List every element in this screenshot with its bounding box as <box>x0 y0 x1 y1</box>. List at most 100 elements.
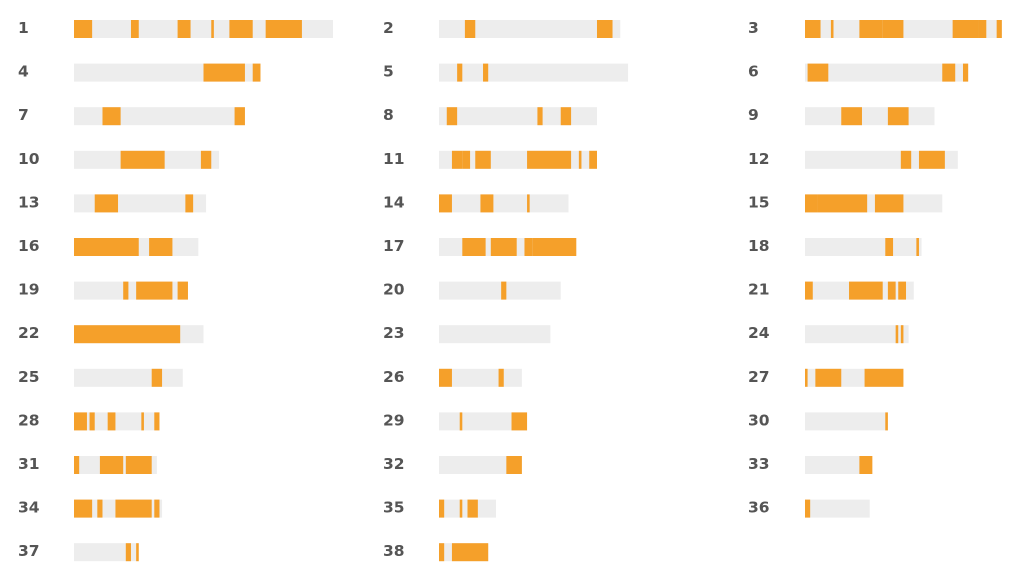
highlight-segment <box>532 238 577 256</box>
row-label: 2 <box>383 19 394 37</box>
highlight-segment <box>885 238 894 256</box>
highlight-segment <box>498 368 504 387</box>
highlight-segment <box>125 543 131 562</box>
highlight-segment <box>74 238 139 256</box>
highlight-segment <box>451 543 489 562</box>
highlight-segment <box>136 281 173 300</box>
row-label: 26 <box>383 368 405 386</box>
highlight-segment <box>527 194 530 213</box>
row-label: 6 <box>748 63 759 81</box>
row-6: 6 <box>748 63 969 82</box>
bar-track <box>439 107 597 126</box>
highlight-segment <box>99 456 124 474</box>
highlight-segment <box>859 20 883 38</box>
bar-track <box>439 63 629 82</box>
row-3: 3 <box>748 19 1002 38</box>
bar-track <box>805 456 873 474</box>
row-14: 14 <box>383 193 569 213</box>
highlight-segment <box>462 150 471 169</box>
highlight-segment <box>560 107 572 126</box>
row-20: 20 <box>383 281 561 300</box>
row-label: 28 <box>18 411 40 429</box>
highlight-segment <box>107 412 116 431</box>
highlight-segment <box>805 20 821 38</box>
row-15: 15 <box>748 193 943 213</box>
highlight-segment <box>459 499 463 518</box>
highlight-segment <box>900 150 912 169</box>
highlight-segment <box>887 107 909 126</box>
highlight-segment <box>265 20 302 38</box>
row-label: 25 <box>18 368 40 386</box>
row-label: 31 <box>18 455 40 473</box>
row-label: 29 <box>383 411 405 429</box>
highlight-segment <box>74 456 80 474</box>
row-11: 11 <box>383 150 597 169</box>
row-label: 12 <box>748 150 770 168</box>
highlight-segment <box>74 412 87 431</box>
highlight-segment <box>942 63 956 82</box>
highlight-segment <box>97 499 103 518</box>
bar-track <box>439 325 551 344</box>
highlight-segment <box>252 63 261 82</box>
row-label: 21 <box>748 281 770 299</box>
row-label: 33 <box>748 455 770 473</box>
row-38: 38 <box>383 542 489 562</box>
highlight-segment <box>578 150 582 169</box>
highlight-segment <box>457 63 463 82</box>
row-18: 18 <box>748 237 922 256</box>
highlight-segment <box>830 20 834 38</box>
bar-track <box>439 194 569 213</box>
row-25: 25 <box>18 368 183 387</box>
highlight-segment <box>805 194 818 213</box>
highlight-segment <box>527 150 572 169</box>
row-10: 10 <box>18 150 220 169</box>
highlight-segment <box>490 238 517 256</box>
highlight-segment <box>125 456 152 474</box>
row-label: 24 <box>748 324 770 342</box>
highlight-segment <box>524 238 533 256</box>
highlight-segment <box>864 368 904 387</box>
highlight-segment <box>141 412 144 431</box>
bar-track <box>74 368 183 387</box>
bar-track <box>805 412 888 431</box>
highlight-segment <box>177 20 191 38</box>
row-33: 33 <box>748 455 873 474</box>
highlight-segment <box>439 499 445 518</box>
highlight-segment <box>439 194 452 213</box>
row-label: 32 <box>383 455 405 473</box>
highlight-segment <box>483 63 489 82</box>
highlight-segment <box>807 63 829 82</box>
highlight-segment <box>177 281 188 300</box>
row-5: 5 <box>383 63 629 82</box>
highlight-segment <box>89 412 95 431</box>
row-label: 1 <box>18 19 29 37</box>
highlight-segment <box>154 499 160 518</box>
highlight-segment <box>203 63 245 82</box>
highlight-segment <box>887 281 896 300</box>
highlight-segment <box>74 325 181 344</box>
highlight-segment <box>916 238 919 256</box>
highlight-segment <box>874 194 904 213</box>
row-35: 35 <box>383 499 496 518</box>
bar-track <box>74 412 160 431</box>
row-label: 36 <box>748 499 770 517</box>
row-2: 2 <box>383 19 621 38</box>
highlight-segment <box>439 368 452 387</box>
row-label: 19 <box>18 281 40 299</box>
row-label: 27 <box>748 368 770 386</box>
highlight-segment <box>978 20 987 38</box>
bar-track <box>805 63 969 82</box>
row-12: 12 <box>748 150 958 169</box>
highlight-segment <box>815 368 842 387</box>
highlight-segment <box>185 194 194 213</box>
row-label: 8 <box>383 106 394 124</box>
row-1: 1 <box>18 19 333 38</box>
row-label: 15 <box>748 193 770 211</box>
highlight-segment <box>439 543 445 562</box>
highlight-segment <box>817 194 868 213</box>
row-9: 9 <box>748 106 935 126</box>
row-4: 4 <box>18 63 261 82</box>
row-31: 31 <box>18 455 157 474</box>
row-label: 9 <box>748 106 759 124</box>
